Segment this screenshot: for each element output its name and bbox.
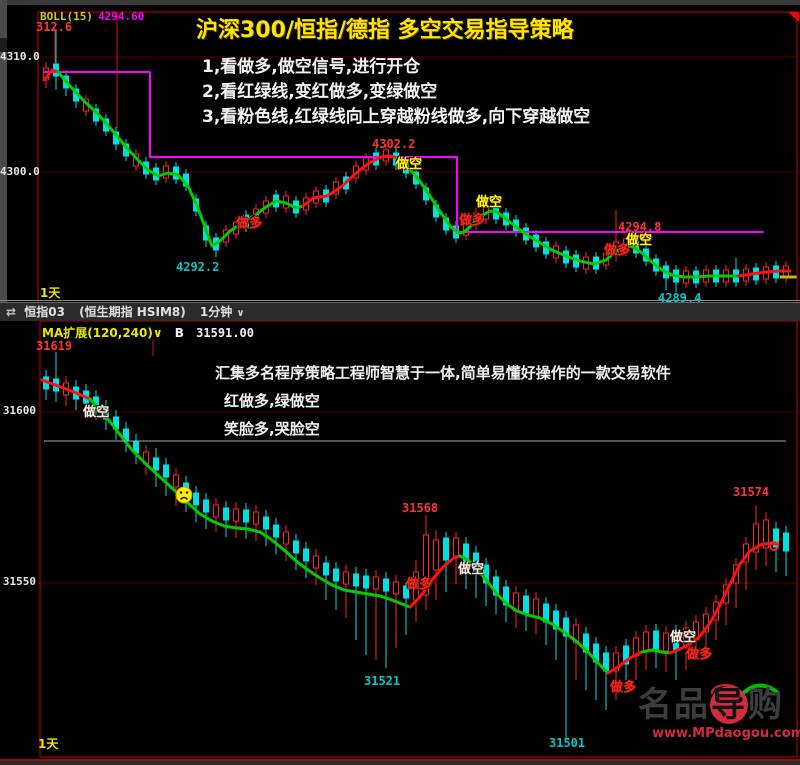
price-label: 31550 xyxy=(2,575,36,588)
chevron-down-icon[interactable]: ∨ xyxy=(152,326,163,340)
signal-label-long: 做多 xyxy=(236,216,263,231)
logo-circle-char: 导 xyxy=(710,685,748,725)
signal-label-long: 做多 xyxy=(610,680,637,695)
signal-label-long: 做多 xyxy=(459,213,486,228)
ma-indicator-row[interactable]: MA扩展(120,240)∨ B 31591.00 xyxy=(42,324,254,341)
price-label: 31600 xyxy=(2,404,36,417)
price-label: 31501 xyxy=(549,736,586,750)
chevron-down-icon[interactable]: ∨ xyxy=(236,308,245,319)
switch-symbol-icon[interactable]: ⇄ xyxy=(6,305,17,319)
boll-indicator-value: 4294.60 xyxy=(98,10,145,23)
price-label: 31568 xyxy=(402,501,439,515)
instruction-line-1: 1,看做多,做空信号,进行开仓 xyxy=(202,57,421,77)
instruction-line-2: 2,看红绿线,变红做多,变绿做空 xyxy=(202,82,438,102)
signal-label-short: 做空 xyxy=(458,562,485,577)
bottom-chart-period-label[interactable]: 1天 xyxy=(38,737,59,751)
boll-indicator-label[interactable]: BOLL(15) xyxy=(40,10,93,23)
watermark-url: www.MPdaogou.com xyxy=(652,726,800,741)
promo-note-2: 红做多,绿做空 xyxy=(224,392,320,410)
instruction-line-3: 3,看粉色线,红绿线向上穿越粉线做多,向下穿越做空 xyxy=(202,107,591,127)
price-label: 4310.0 xyxy=(0,50,40,63)
signal-label-short: 做空 xyxy=(83,405,110,420)
session-high-value: 31619 xyxy=(36,339,73,353)
price-label: 4292.2 xyxy=(176,260,220,274)
watermark-logo: 名品导购 xyxy=(638,685,784,725)
session-high-label: 312.6 xyxy=(36,20,73,34)
signal-label-long: 做多 xyxy=(686,647,713,662)
side-flag: B xyxy=(174,326,184,340)
price-label: 4302.2 xyxy=(372,137,416,151)
signal-label-short: 做空 xyxy=(476,195,503,210)
strategy-instructions: 1,看做多,做空信号,进行开仓 2,看红绿线,变红做多,变绿做空 3,看粉色线,… xyxy=(202,56,590,131)
signal-label-long: 做多 xyxy=(604,243,631,258)
strategy-title: 沪深300/恒指/德指 多空交易指导策略 xyxy=(196,18,574,43)
promo-note-1: 汇集多名程序策略工程师智慧于一体,简单易懂好操作的一款交易软件 xyxy=(215,364,671,382)
contract-name: (恒生期指 HSIM8) xyxy=(79,305,186,319)
watermark: 名品导购 www.MPdaogou.com xyxy=(638,686,800,741)
ma-indicator-label[interactable]: MA扩展(120,240) xyxy=(42,326,153,340)
promo-note-3: 笑脸多,哭脸空 xyxy=(224,420,320,438)
window-bottom-edge xyxy=(0,759,800,765)
price-label: 4289.4 xyxy=(658,291,702,305)
price-label: 31521 xyxy=(364,674,401,688)
top-chart-period-label[interactable]: 1天 xyxy=(40,286,61,300)
price-label: 31574 xyxy=(733,485,770,499)
period-selector[interactable]: 1分钟 xyxy=(199,305,233,319)
window-top-edge xyxy=(0,0,800,5)
symbol-header-bar[interactable]: ⇄ 恒指03 (恒生期指 HSIM8) 1分钟 ∨ xyxy=(0,302,800,321)
panel-divider xyxy=(0,300,800,301)
signal-label-short: 做空 xyxy=(396,157,423,172)
signal-label-short: 做空 xyxy=(626,233,653,248)
ma-indicator-value: 31591.00 xyxy=(196,326,254,340)
signal-label-short: 做空 xyxy=(670,630,697,645)
symbol-name[interactable]: 恒指03 xyxy=(24,305,65,319)
price-label: 4300.0 xyxy=(0,165,40,178)
price-label: 4294.8 xyxy=(618,220,662,234)
signal-label-long: 做多 xyxy=(406,577,433,592)
window-left-edge xyxy=(0,0,7,302)
